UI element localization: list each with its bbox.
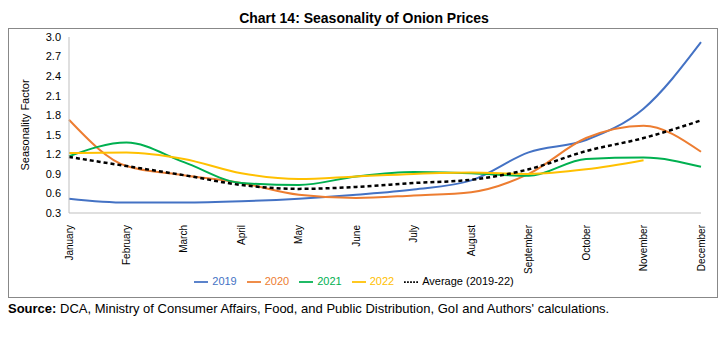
svg-text:1.8: 1.8 (46, 109, 61, 121)
html-text:2019: 2019 (212, 275, 237, 287)
svg-text:1.2: 1.2 (46, 148, 61, 160)
svg-text:October: October (581, 224, 592, 260)
html-text:Chart 14: Seasonality of Onion: Chart 14: Seasonality of Onion Prices (239, 10, 489, 26)
html-text:Average (2019-22): Average (2019-22) (422, 275, 514, 287)
svg-text:July: July (408, 225, 419, 243)
svg-text:December: December (696, 224, 707, 271)
svg-text:1.5: 1.5 (46, 129, 61, 141)
svg-text:January: January (64, 225, 75, 261)
svg-text:November: November (638, 224, 649, 271)
svg-text:June: June (351, 225, 362, 247)
html-text:2022: 2022 (369, 275, 395, 287)
html-text:2020: 2020 (264, 275, 290, 287)
svg-text:0.3: 0.3 (46, 207, 61, 219)
svg-text:0.9: 0.9 (46, 168, 61, 180)
svg-text:2.4: 2.4 (46, 70, 61, 82)
svg-text:February: February (121, 225, 132, 265)
svg-text:April: April (236, 225, 247, 245)
svg-text:3.0: 3.0 (46, 31, 61, 43)
svg-text:September: September (523, 224, 534, 274)
svg-text:Seasonality Factor: Seasonality Factor (19, 79, 31, 170)
svg-text:2.1: 2.1 (46, 90, 61, 102)
svg-text:March: March (178, 225, 189, 253)
svg-text:2.7: 2.7 (46, 50, 61, 62)
html-text:2021: 2021 (317, 275, 342, 287)
svg-text:May: May (293, 225, 304, 244)
svg-text:0.6: 0.6 (46, 187, 61, 199)
html-text:Source: DCA, Ministry of Consu: Source: DCA, Ministry of Consumer Affair… (8, 301, 610, 316)
svg-text:August: August (466, 225, 477, 256)
